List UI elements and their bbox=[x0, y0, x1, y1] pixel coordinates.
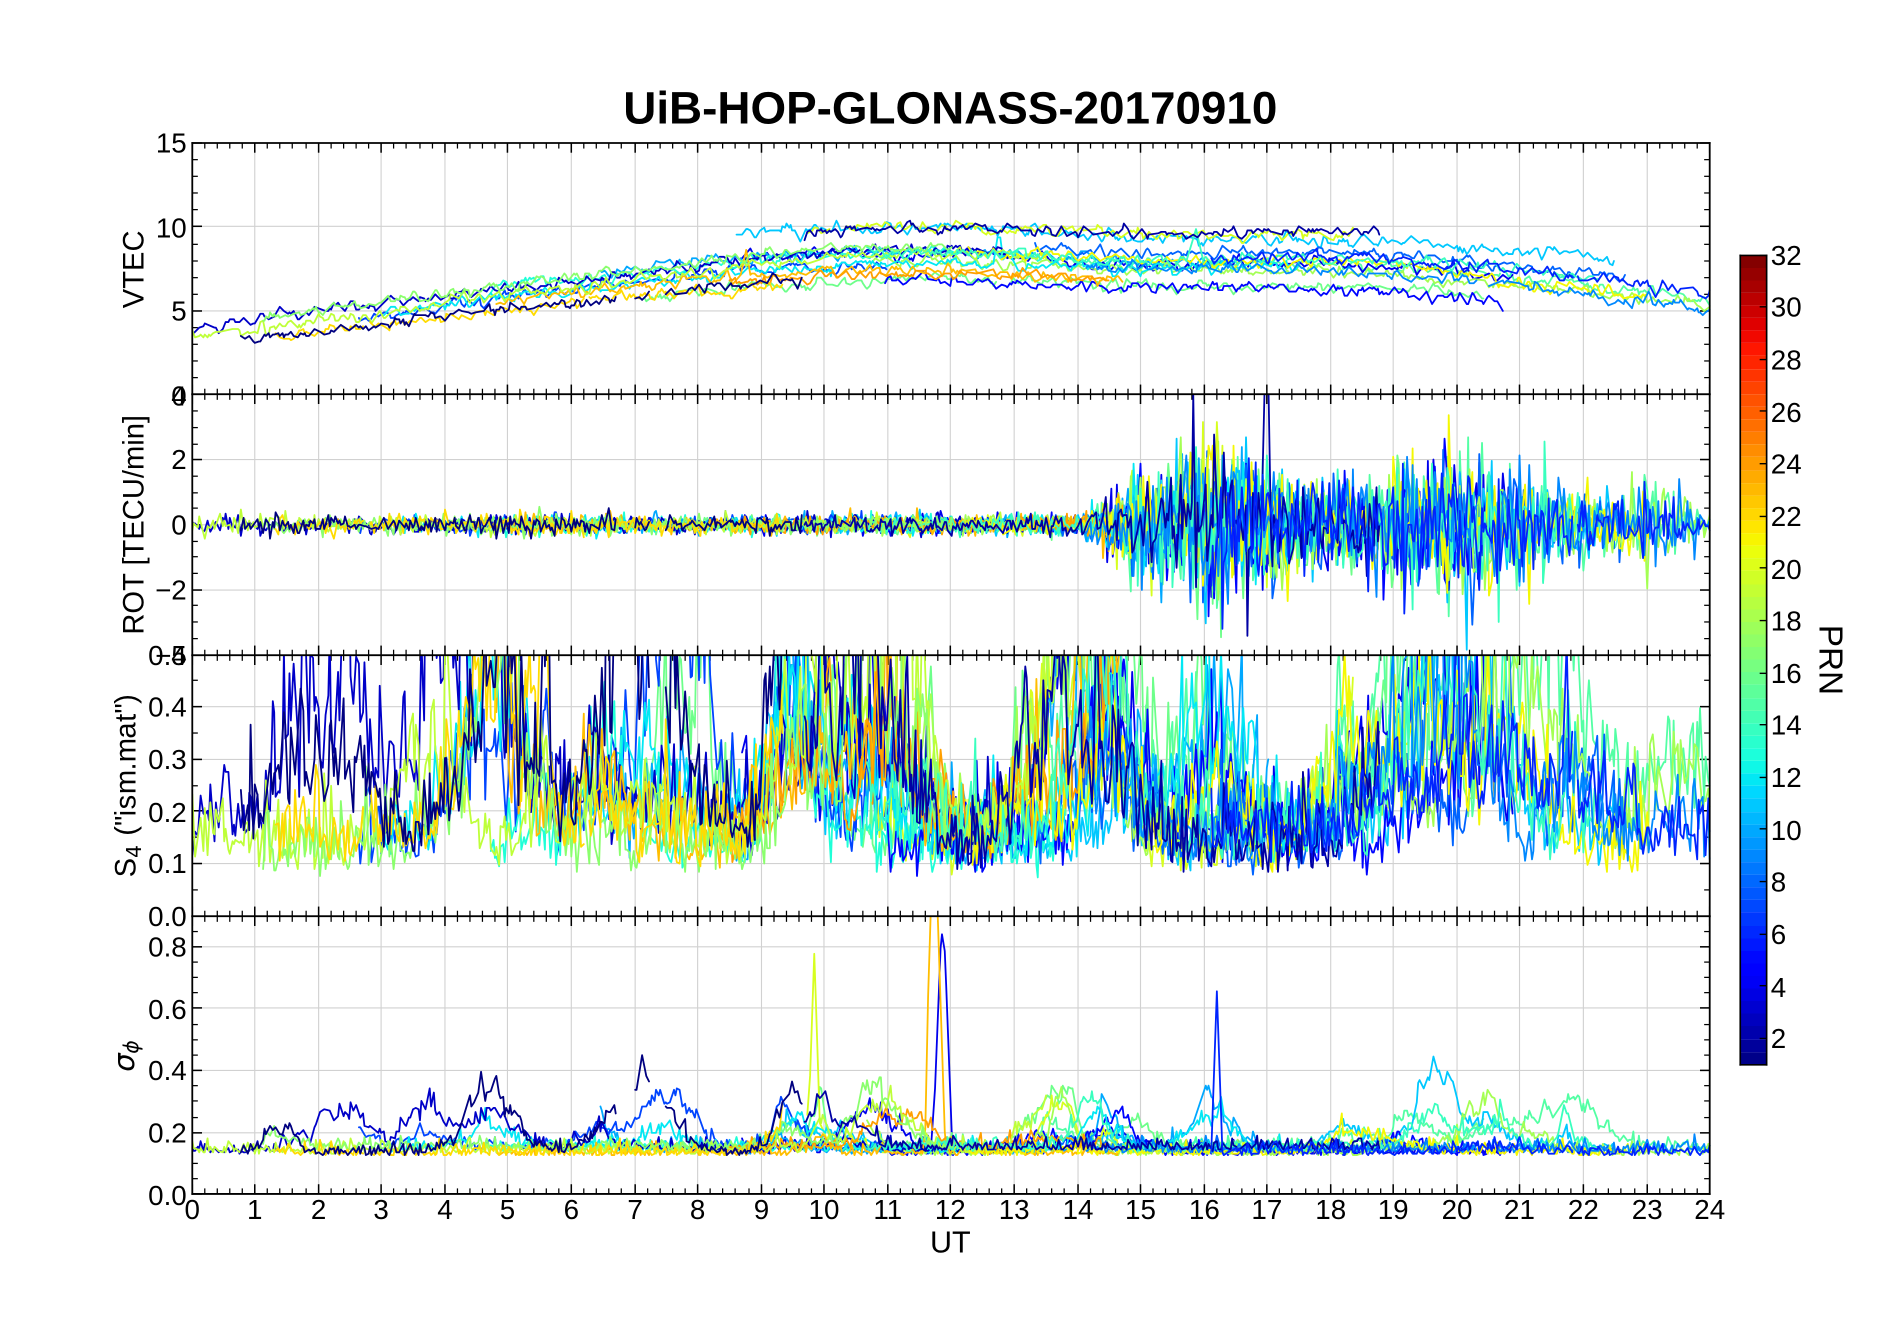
svg-text:5: 5 bbox=[171, 296, 186, 327]
svg-text:7: 7 bbox=[627, 1194, 642, 1225]
svg-text:15: 15 bbox=[156, 128, 187, 159]
svg-text:8: 8 bbox=[1771, 866, 1786, 897]
svg-text:10: 10 bbox=[156, 212, 187, 243]
svg-text:0.5: 0.5 bbox=[148, 640, 187, 671]
svg-text:16: 16 bbox=[1189, 1194, 1220, 1225]
svg-text:22: 22 bbox=[1568, 1194, 1599, 1225]
svg-text:21: 21 bbox=[1504, 1194, 1535, 1225]
svg-text:UT: UT bbox=[930, 1225, 971, 1259]
svg-text:30: 30 bbox=[1771, 292, 1802, 323]
svg-text:6: 6 bbox=[1771, 919, 1786, 950]
svg-text:17: 17 bbox=[1251, 1194, 1282, 1225]
svg-text:12: 12 bbox=[935, 1194, 966, 1225]
svg-text:3: 3 bbox=[373, 1194, 388, 1225]
svg-text:4: 4 bbox=[437, 1194, 452, 1225]
svg-text:ROT [TECU/min]: ROT [TECU/min] bbox=[119, 415, 151, 635]
svg-text:2: 2 bbox=[311, 1194, 326, 1225]
svg-text:28: 28 bbox=[1771, 344, 1802, 375]
svg-text:0.6: 0.6 bbox=[148, 994, 187, 1025]
svg-text:0.0: 0.0 bbox=[148, 901, 187, 932]
svg-text:18: 18 bbox=[1771, 605, 1802, 636]
svg-text:8: 8 bbox=[690, 1194, 705, 1225]
svg-text:9: 9 bbox=[754, 1194, 769, 1225]
svg-text:0: 0 bbox=[185, 1194, 200, 1225]
svg-text:2: 2 bbox=[1771, 1023, 1786, 1054]
svg-text:PRN: PRN bbox=[1811, 625, 1848, 695]
svg-text:5: 5 bbox=[500, 1194, 515, 1225]
svg-text:19: 19 bbox=[1378, 1194, 1409, 1225]
svg-text:14: 14 bbox=[1063, 1194, 1094, 1225]
svg-text:26: 26 bbox=[1771, 397, 1802, 428]
svg-text:0.4: 0.4 bbox=[148, 691, 187, 722]
svg-text:16: 16 bbox=[1771, 658, 1802, 689]
svg-text:24: 24 bbox=[1771, 448, 1802, 479]
svg-text:12: 12 bbox=[1771, 762, 1802, 793]
svg-text:11: 11 bbox=[873, 1194, 902, 1225]
svg-text:32: 32 bbox=[1771, 240, 1802, 271]
svg-text:22: 22 bbox=[1771, 501, 1802, 532]
svg-text:1: 1 bbox=[247, 1194, 262, 1225]
svg-text:4: 4 bbox=[171, 380, 186, 411]
svg-text:20: 20 bbox=[1442, 1194, 1473, 1225]
svg-text:14: 14 bbox=[1771, 709, 1802, 740]
svg-text:0.4: 0.4 bbox=[148, 1055, 187, 1086]
svg-text:0: 0 bbox=[171, 509, 186, 540]
svg-text:0.0: 0.0 bbox=[148, 1180, 187, 1211]
svg-text:24: 24 bbox=[1694, 1194, 1725, 1225]
svg-text:18: 18 bbox=[1315, 1194, 1346, 1225]
svg-text:10: 10 bbox=[1771, 815, 1802, 846]
svg-text:4: 4 bbox=[1771, 972, 1786, 1003]
svg-text:2: 2 bbox=[171, 444, 186, 475]
svg-text:0.2: 0.2 bbox=[148, 797, 187, 828]
svg-text:UiB-HOP-GLONASS-20170910: UiB-HOP-GLONASS-20170910 bbox=[623, 83, 1277, 134]
svg-text:−2: −2 bbox=[155, 575, 187, 606]
svg-text:0.2: 0.2 bbox=[148, 1118, 187, 1149]
svg-text:0.3: 0.3 bbox=[148, 744, 187, 775]
svg-text:0.8: 0.8 bbox=[148, 932, 187, 963]
svg-text:6: 6 bbox=[564, 1194, 579, 1225]
svg-text:VTEC: VTEC bbox=[119, 230, 151, 308]
svg-text:10: 10 bbox=[809, 1194, 840, 1225]
svg-text:23: 23 bbox=[1632, 1194, 1663, 1225]
svg-text:20: 20 bbox=[1771, 554, 1802, 585]
svg-text:15: 15 bbox=[1125, 1194, 1156, 1225]
svg-text:13: 13 bbox=[999, 1194, 1030, 1225]
svg-text:0.1: 0.1 bbox=[148, 848, 187, 879]
